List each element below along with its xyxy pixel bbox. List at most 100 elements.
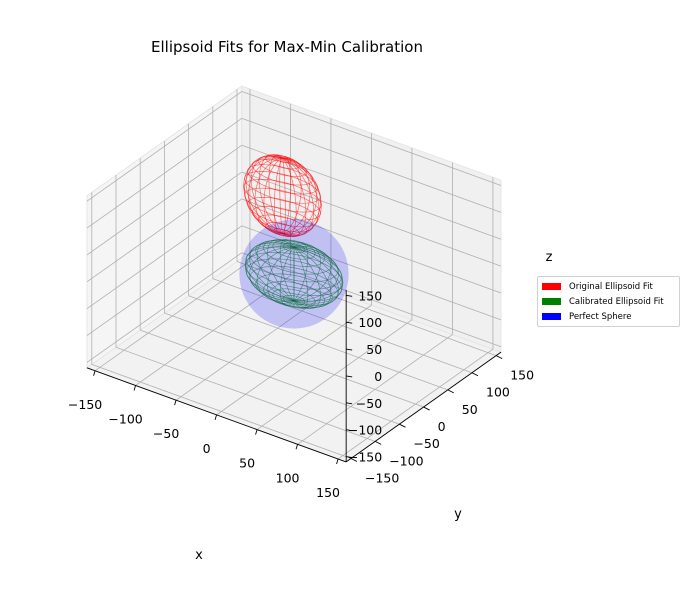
legend: Original Ellipsoid Fit Calibrated Ellips… [537, 276, 680, 327]
longitude-line [249, 246, 295, 302]
y-tick-label: 100 [486, 385, 510, 400]
y-tick [495, 355, 503, 359]
series-1-surface [244, 239, 344, 309]
series-2-surface [239, 219, 349, 329]
legend-swatch-calibrated [542, 298, 561, 305]
longitude-line [282, 157, 315, 237]
left-wall-gridline [86, 144, 243, 256]
z-tick [346, 402, 353, 405]
x-tick [255, 429, 258, 435]
x-tick-label: 100 [276, 470, 300, 485]
floor-gridline [164, 312, 424, 408]
floor-gridline [297, 334, 453, 445]
legend-label: Calibrated Ellipsoid Fit [569, 296, 664, 307]
longitude-line [279, 246, 295, 306]
floor-gridline [188, 295, 448, 391]
legend-label: Perfect Sphere [569, 311, 632, 322]
longitude-line [293, 246, 332, 308]
y-axis-label: y [454, 507, 462, 522]
x-tick-label: −150 [68, 397, 102, 412]
longitude-line [256, 240, 295, 302]
y-tick-label: 0 [438, 419, 446, 434]
x-axis-label: x [195, 548, 203, 563]
longitude-line [282, 156, 292, 234]
longitude-line [279, 239, 295, 302]
z-tick-label: 150 [358, 288, 382, 303]
left-wall-gridline [86, 91, 243, 202]
longitude-line [245, 244, 295, 302]
legend-swatch-original [542, 283, 561, 290]
z-tick [346, 294, 353, 297]
x-tick-label: 50 [239, 456, 255, 471]
y-tick [447, 389, 455, 394]
legend-item: Calibrated Ellipsoid Fit [542, 294, 675, 309]
x-tick [93, 370, 96, 376]
x-tick [214, 414, 217, 421]
longitude-line [293, 246, 309, 309]
longitude-line [293, 246, 343, 304]
floor-gridline [236, 261, 497, 356]
longitude-line [256, 246, 295, 302]
x-tick-label: 0 [203, 441, 211, 456]
series-0-surface [243, 154, 322, 238]
data-surfaces [239, 154, 349, 329]
y-tick-label: −100 [389, 453, 423, 468]
z-tick-label: 100 [358, 315, 382, 330]
longitude-line [293, 246, 321, 309]
longitude-line [293, 246, 339, 302]
y-tick-label: 150 [510, 368, 534, 383]
z-tick [346, 375, 353, 378]
y-tick-label: −150 [365, 471, 399, 486]
y-tick-label: 50 [462, 402, 478, 417]
chart-title: Ellipsoid Fits for Max-Min Calibration [151, 38, 423, 56]
legend-label: Original Ellipsoid Fit [569, 281, 653, 292]
floor-gridline [212, 278, 473, 374]
y-tick [374, 440, 382, 445]
z-axis-label: z [546, 250, 553, 265]
x-tick-label: 150 [316, 485, 340, 500]
left-wall-gridline [86, 171, 243, 283]
z-tick-label: 0 [374, 369, 382, 384]
longitude-line [263, 157, 283, 235]
longitude-line [293, 246, 332, 302]
y-tick [471, 372, 479, 377]
y-tick [423, 406, 430, 411]
back-wall-gridline [241, 144, 502, 240]
x-tick [133, 385, 136, 391]
longitude-line [293, 246, 343, 302]
z-tick-label: −100 [348, 423, 382, 438]
longitude-line [251, 154, 283, 234]
longitude-line [243, 156, 283, 234]
y-tick [350, 458, 358, 462]
z-tick-label: −50 [356, 396, 382, 411]
floor-gridline [337, 348, 494, 460]
longitude-line [245, 155, 283, 234]
x-tick-label: −50 [153, 426, 179, 441]
legend-item: Original Ellipsoid Fit [542, 279, 675, 294]
x-tick [295, 444, 298, 450]
longitude-line [273, 157, 283, 236]
longitude-line [282, 156, 302, 234]
x-tick [336, 458, 339, 465]
longitude-line [254, 157, 283, 234]
left-wall-gridline [86, 118, 243, 229]
legend-item: Perfect Sphere [542, 309, 675, 324]
grid-lines [86, 89, 502, 460]
floor-gridline [256, 319, 413, 430]
back-wall-gridline [241, 117, 502, 213]
tick-labels: −150 −150 −150 −100 −100 −100 −50 −50 −50 0 0 0 50 50… [68, 288, 534, 500]
sphere-surface [239, 219, 349, 329]
longitude-line [282, 158, 286, 237]
legend-swatch-sphere [542, 313, 561, 320]
y-tick [399, 423, 406, 428]
longitude-line [279, 155, 283, 234]
z-tick-label: −150 [348, 450, 382, 465]
longitude-line [293, 244, 321, 302]
y-tick-label: −50 [413, 436, 439, 451]
longitude-line [293, 242, 309, 302]
z-tick-label: 50 [366, 342, 382, 357]
longitude-line [282, 157, 322, 235]
back-wall-gridline [241, 91, 502, 186]
